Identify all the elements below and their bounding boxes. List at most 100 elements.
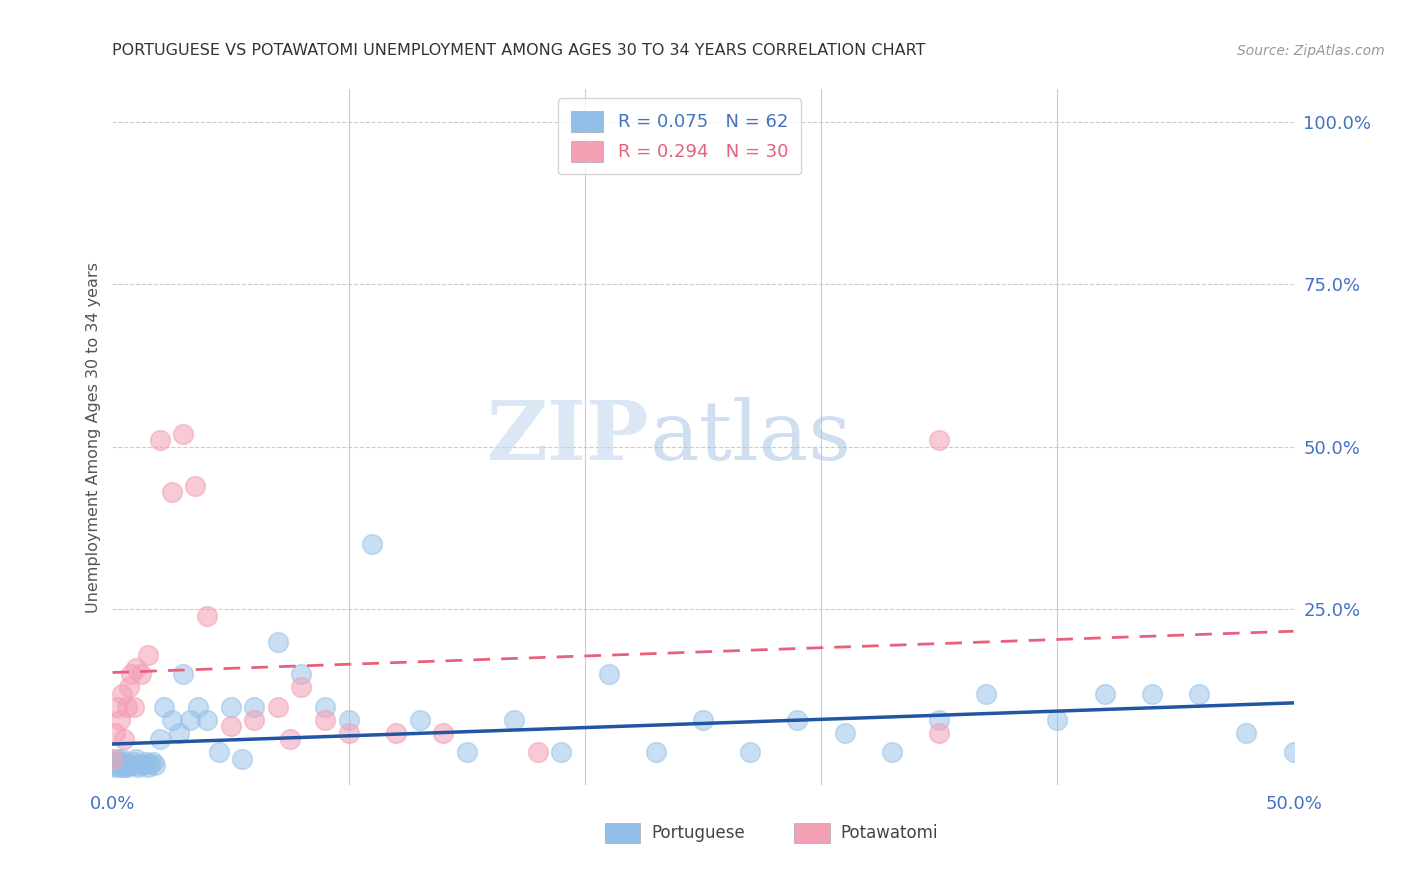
Point xyxy=(503,713,526,727)
Point xyxy=(104,726,127,740)
Text: Source: ZipAtlas.com: Source: ZipAtlas.com xyxy=(1237,44,1385,58)
Point xyxy=(120,667,142,681)
Point xyxy=(278,732,301,747)
Point xyxy=(105,700,128,714)
Point xyxy=(127,760,149,774)
Point xyxy=(928,726,950,740)
Point xyxy=(118,681,141,695)
Point xyxy=(149,434,172,448)
Point xyxy=(104,755,127,769)
Point xyxy=(1094,687,1116,701)
Point xyxy=(361,537,384,551)
Text: atlas: atlas xyxy=(650,397,852,477)
Point xyxy=(108,760,131,774)
Text: PORTUGUESE VS POTAWATOMI UNEMPLOYMENT AMONG AGES 30 TO 34 YEARS CORRELATION CHAR: PORTUGUESE VS POTAWATOMI UNEMPLOYMENT AM… xyxy=(112,43,927,58)
Point xyxy=(1282,746,1305,760)
Point xyxy=(120,758,142,772)
Point xyxy=(115,758,138,772)
Text: ZIP: ZIP xyxy=(488,397,650,477)
Point xyxy=(219,719,242,733)
Point xyxy=(740,746,762,760)
Point xyxy=(243,700,266,714)
Point xyxy=(129,757,152,772)
Point xyxy=(1140,687,1163,701)
Point xyxy=(160,485,183,500)
Point xyxy=(1188,687,1211,701)
Point xyxy=(112,755,135,769)
Point xyxy=(243,713,266,727)
Point xyxy=(195,713,218,727)
Point xyxy=(195,608,218,623)
Point xyxy=(172,667,194,681)
Point xyxy=(385,726,408,740)
Point xyxy=(692,713,714,727)
Point xyxy=(231,752,253,766)
Point xyxy=(208,746,231,760)
Point xyxy=(644,746,666,760)
Point xyxy=(125,758,148,772)
Point xyxy=(219,700,242,714)
Point xyxy=(160,713,183,727)
Point xyxy=(105,752,128,766)
Point xyxy=(167,726,190,740)
Point xyxy=(105,758,128,772)
Point xyxy=(432,726,454,740)
Point xyxy=(108,713,131,727)
Point xyxy=(135,755,157,769)
Point xyxy=(139,757,162,772)
Point xyxy=(1046,713,1069,727)
Point xyxy=(290,681,312,695)
Point xyxy=(125,752,148,766)
Point xyxy=(314,713,336,727)
Point xyxy=(118,757,141,772)
Point xyxy=(550,746,572,760)
Point xyxy=(186,700,208,714)
Point xyxy=(184,479,207,493)
Point xyxy=(880,746,903,760)
Point xyxy=(111,687,134,701)
Point xyxy=(314,700,336,714)
Text: Portuguese: Portuguese xyxy=(651,824,745,842)
Point xyxy=(115,760,138,774)
Point xyxy=(136,760,159,774)
Point xyxy=(290,667,312,681)
Point xyxy=(142,755,165,769)
Point xyxy=(834,726,856,740)
Point xyxy=(125,661,148,675)
Point xyxy=(143,758,166,772)
Point xyxy=(104,760,127,774)
Point xyxy=(456,746,478,760)
Text: Potawatomi: Potawatomi xyxy=(841,824,938,842)
Point xyxy=(1234,726,1257,740)
Point xyxy=(526,746,548,760)
Point xyxy=(786,713,808,727)
Point xyxy=(267,635,290,649)
Point xyxy=(267,700,290,714)
Point xyxy=(179,713,201,727)
Point xyxy=(101,758,124,772)
Point xyxy=(112,732,135,747)
Point xyxy=(122,755,145,769)
Point xyxy=(132,758,155,772)
Legend: R = 0.075   N = 62, R = 0.294   N = 30: R = 0.075 N = 62, R = 0.294 N = 30 xyxy=(558,98,801,174)
Point xyxy=(928,434,950,448)
Point xyxy=(976,687,998,701)
Point xyxy=(122,700,145,714)
Point xyxy=(153,700,176,714)
Point xyxy=(108,755,131,769)
Point xyxy=(101,752,124,766)
Point xyxy=(172,426,194,441)
Point xyxy=(112,760,135,774)
Point xyxy=(598,667,620,681)
Point xyxy=(337,726,360,740)
Point xyxy=(408,713,430,727)
Point xyxy=(149,732,172,747)
Point xyxy=(111,758,134,772)
Y-axis label: Unemployment Among Ages 30 to 34 years: Unemployment Among Ages 30 to 34 years xyxy=(86,261,101,613)
Point xyxy=(337,713,360,727)
Point xyxy=(111,752,134,766)
Point xyxy=(115,700,138,714)
Point xyxy=(928,713,950,727)
Point xyxy=(136,648,159,662)
Point xyxy=(129,667,152,681)
